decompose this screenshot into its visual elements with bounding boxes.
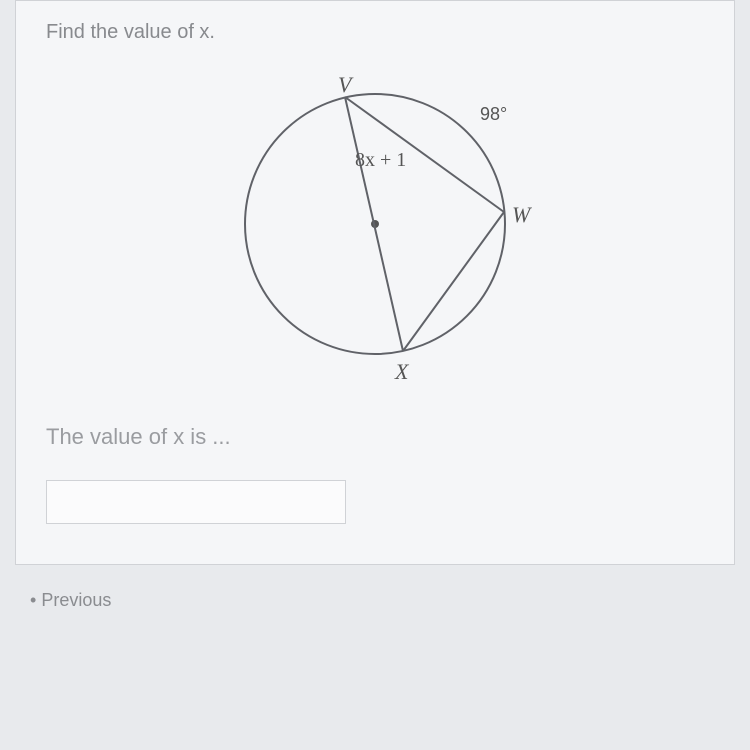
arc-degree-label: 98° <box>480 104 507 125</box>
vertex-w-label: W <box>512 202 530 228</box>
angle-expression: 8x + 1 <box>355 149 406 172</box>
question-card: Find the value of x. V W X 98° 8x + 1 Th… <box>15 0 735 565</box>
vertex-v-label: V <box>338 72 351 98</box>
question-prompt: Find the value of x. <box>46 21 704 44</box>
vertex-x-label: X <box>395 359 408 385</box>
answer-prompt: The value of x is ... <box>46 424 704 450</box>
circle-diagram: V W X 98° 8x + 1 <box>200 54 550 384</box>
chord-vx <box>345 97 403 351</box>
chord-wx <box>403 212 504 351</box>
previous-button[interactable]: Previous <box>30 590 750 611</box>
answer-input[interactable] <box>46 480 346 524</box>
